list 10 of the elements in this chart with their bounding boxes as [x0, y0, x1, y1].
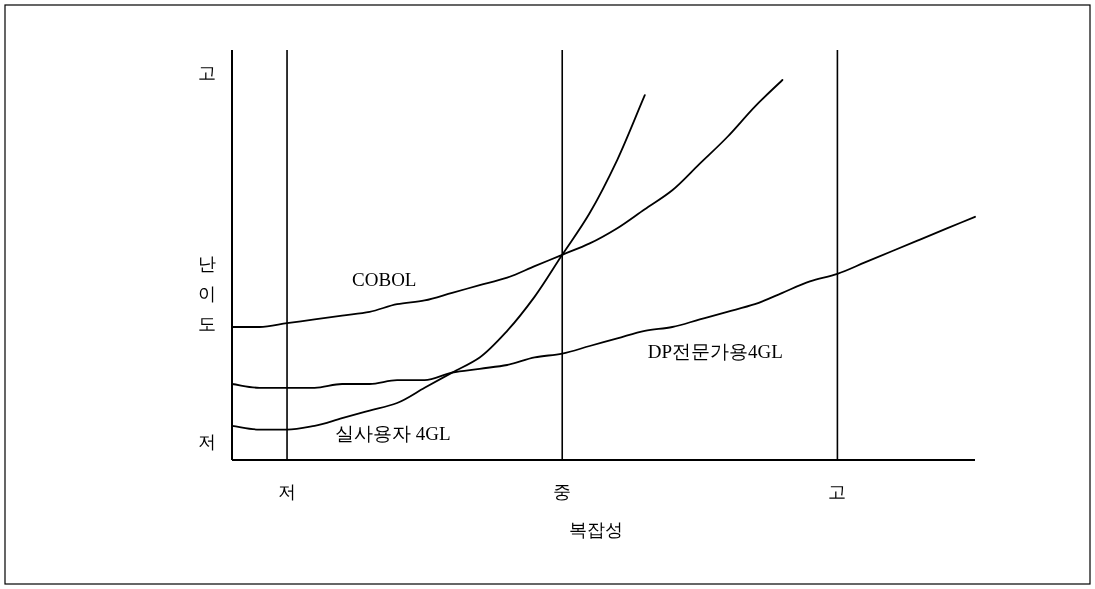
- text: 저: [198, 430, 216, 452]
- x-tick-label: 중: [553, 481, 572, 502]
- x-axis-title: 복잡성: [568, 519, 623, 540]
- x-tick-label: 저: [278, 481, 297, 502]
- y-axis-title: 난이도: [198, 252, 216, 334]
- x-tick-label: 고: [828, 481, 847, 502]
- series-label: 실사용자 4GL: [335, 423, 451, 445]
- text: 고: [198, 61, 216, 83]
- series-label: DP전문가용4GL: [647, 340, 783, 362]
- series-label: COBOL: [352, 268, 417, 290]
